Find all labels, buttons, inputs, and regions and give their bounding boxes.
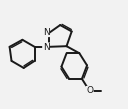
Text: N: N	[43, 28, 49, 37]
Text: N: N	[43, 43, 49, 52]
Text: O: O	[86, 86, 93, 95]
